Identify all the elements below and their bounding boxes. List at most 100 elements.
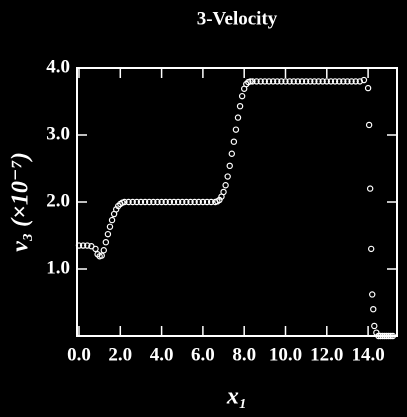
y-axis-label: v₃ (×10⁻⁷)	[8, 152, 34, 252]
point	[307, 78, 314, 85]
point	[195, 198, 202, 206]
point	[370, 306, 377, 313]
x-tick-label: 6.0	[191, 344, 215, 365]
point	[150, 198, 157, 206]
point	[228, 150, 236, 157]
point	[203, 198, 211, 206]
point	[220, 188, 227, 196]
point	[92, 245, 99, 253]
point	[364, 84, 372, 92]
point	[232, 126, 240, 133]
point	[344, 78, 351, 85]
point	[311, 78, 318, 85]
point	[170, 198, 178, 206]
chart-title: 3-Velocity	[197, 8, 278, 29]
point	[100, 247, 107, 254]
point	[269, 78, 277, 85]
point	[315, 78, 322, 85]
point	[230, 138, 238, 145]
x-axis-label: x₁	[226, 384, 247, 410]
point	[199, 198, 207, 206]
point	[389, 332, 397, 340]
point	[238, 92, 246, 100]
point	[282, 78, 289, 85]
point	[108, 216, 116, 224]
point	[261, 78, 269, 85]
point	[377, 332, 384, 340]
x-tick-label: 14.0	[351, 344, 384, 365]
point	[302, 78, 310, 85]
point	[75, 242, 83, 249]
point	[98, 252, 105, 259]
point	[207, 198, 215, 206]
point	[274, 78, 281, 85]
point	[183, 198, 190, 206]
point	[179, 198, 186, 206]
y-tick-label: 4.0	[46, 56, 70, 77]
point	[106, 223, 114, 230]
point	[222, 182, 229, 189]
point	[369, 291, 376, 298]
point	[158, 198, 165, 206]
point	[323, 78, 330, 85]
point	[162, 198, 169, 206]
point	[154, 198, 161, 206]
x-tick-label: 0.0	[67, 344, 91, 365]
point	[133, 198, 141, 206]
point	[249, 78, 256, 85]
point	[319, 78, 326, 85]
point	[298, 78, 306, 85]
point	[234, 114, 242, 121]
point	[360, 76, 368, 84]
point	[137, 198, 145, 206]
point	[236, 102, 244, 110]
point	[191, 198, 198, 206]
point	[290, 78, 297, 85]
point	[166, 198, 174, 206]
point	[387, 332, 395, 340]
point	[253, 78, 260, 85]
x-tick-label: 12.0	[310, 344, 343, 365]
point	[247, 78, 254, 85]
point	[294, 78, 302, 85]
point	[129, 198, 136, 206]
point	[146, 198, 153, 206]
point	[187, 198, 194, 206]
point	[104, 230, 112, 238]
point	[340, 78, 347, 85]
point	[379, 332, 386, 340]
x-tick-label: 10.0	[269, 344, 302, 365]
x-tick-label: 2.0	[108, 344, 132, 365]
point	[367, 245, 375, 253]
point	[352, 78, 359, 85]
point	[327, 78, 335, 85]
x-tick-label: 4.0	[150, 344, 174, 365]
x-tick-label: 8.0	[232, 344, 256, 365]
point	[381, 332, 388, 340]
point	[125, 198, 132, 206]
point	[141, 198, 149, 206]
point	[102, 238, 110, 246]
point	[356, 78, 364, 85]
point	[226, 162, 233, 170]
point	[375, 332, 382, 340]
y-tick-label: 2.0	[46, 190, 70, 211]
point	[371, 322, 378, 330]
point	[79, 242, 87, 249]
point	[278, 78, 285, 85]
point	[265, 78, 273, 85]
y-tick-label: 3.0	[46, 123, 70, 144]
point	[366, 185, 374, 192]
point	[365, 121, 373, 129]
point	[335, 78, 343, 85]
point	[224, 173, 231, 180]
point	[383, 332, 390, 340]
point	[121, 198, 128, 206]
point	[257, 78, 264, 85]
y-tick-label: 1.0	[46, 257, 70, 278]
point	[348, 78, 355, 85]
point	[286, 78, 293, 85]
point	[331, 78, 339, 85]
point	[84, 242, 91, 249]
